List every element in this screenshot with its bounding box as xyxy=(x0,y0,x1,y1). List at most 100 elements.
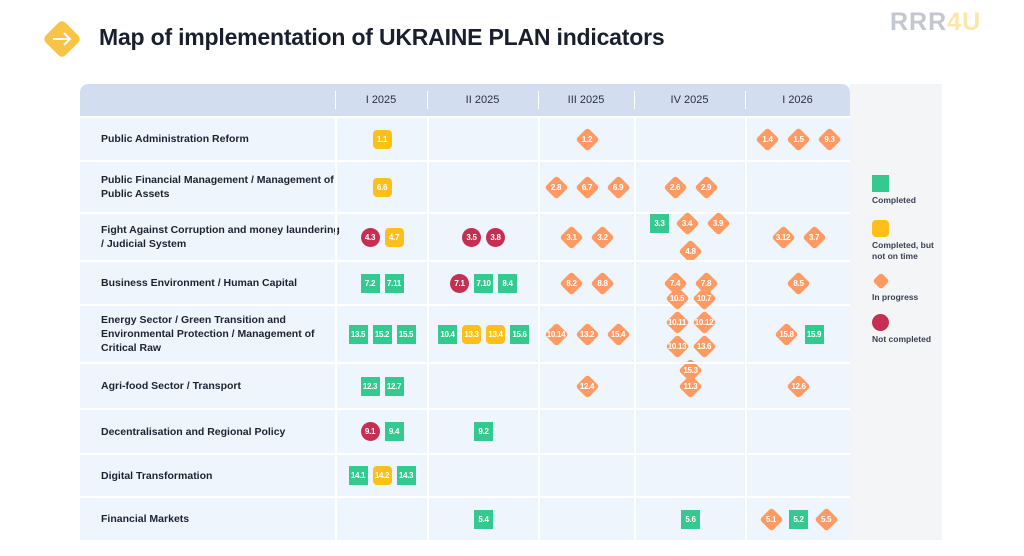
indicator-marker-progress[interactable]: 3.1 xyxy=(560,225,584,249)
indicator-marker-progress[interactable]: 2.9 xyxy=(694,175,718,199)
table-cell xyxy=(427,118,538,160)
indicator-marker-notdone[interactable]: 9.1 xyxy=(360,422,380,441)
table-cell: 2.8 6.7 6.9 xyxy=(538,162,634,212)
table-cell: 1.1 xyxy=(335,118,427,160)
indicator-marker-progress[interactable]: 8.5 xyxy=(787,271,811,295)
table-cell xyxy=(745,162,850,212)
indicator-marker-completed[interactable]: 15.5 xyxy=(396,324,416,344)
table-row: Energy Sector / Green Transition and Env… xyxy=(80,294,850,375)
indicator-marker-progress[interactable]: 15.4 xyxy=(606,322,630,346)
indicator-marker-late[interactable]: 13.3 xyxy=(462,324,481,344)
indicator-marker-progress[interactable]: 3.2 xyxy=(591,225,615,249)
indicator-marker-progress[interactable]: 15.3 xyxy=(679,358,703,382)
indicator-marker-completed[interactable]: 13.5 xyxy=(348,324,368,344)
indicator-marker-progress[interactable]: 10.12 xyxy=(692,310,716,334)
indicator-marker-progress[interactable]: 6.7 xyxy=(575,175,599,199)
table-cell xyxy=(634,455,745,496)
indicator-marker-progress[interactable]: 2.8 xyxy=(544,175,568,199)
indicator-marker-completed[interactable]: 5.6 xyxy=(681,509,700,529)
indicator-id: 10.13 xyxy=(667,341,687,351)
table-cell xyxy=(745,410,850,453)
indicator-marker-completed[interactable]: 12.3 xyxy=(360,376,380,396)
indicator-marker-completed[interactable]: 9.4 xyxy=(384,422,404,441)
indicator-marker-progress[interactable]: 12.4 xyxy=(575,374,599,398)
indicator-marker-progress[interactable]: 3.4 xyxy=(675,211,699,235)
indicator-id: 3.7 xyxy=(808,232,820,242)
indicator-marker-late[interactable]: 4.7 xyxy=(384,227,404,247)
indicator-marker-completed[interactable]: 14.3 xyxy=(396,466,416,485)
indicator-marker-progress[interactable]: 3.12 xyxy=(771,225,795,249)
table-cell xyxy=(427,364,538,408)
indicator-marker-completed[interactable]: 3.3 xyxy=(650,213,669,233)
indicator-marker-progress[interactable]: 1.5 xyxy=(787,127,811,151)
indicator-id: 1.5 xyxy=(793,134,804,144)
indicator-marker-progress[interactable]: 1.4 xyxy=(756,127,780,151)
indicator-marker-late[interactable]: 14.2 xyxy=(372,466,392,485)
indicator-id: 6.6 xyxy=(376,182,388,192)
indicator-marker-late[interactable]: 6.6 xyxy=(372,177,392,197)
table-cell: 10.14 13.2 15.4 xyxy=(538,306,634,362)
indicator-marker-completed[interactable]: 7.2 xyxy=(360,273,380,293)
indicator-id: 1.1 xyxy=(376,134,388,144)
indicator-marker-progress[interactable]: 4.8 xyxy=(679,239,703,263)
indicator-marker-progress[interactable]: 2.6 xyxy=(663,175,687,199)
indicator-marker-progress[interactable]: 6.9 xyxy=(606,175,630,199)
indicator-id: 5.1 xyxy=(765,514,777,524)
indicator-marker-completed[interactable]: 10.4 xyxy=(438,324,457,344)
indicator-id: 12.6 xyxy=(791,381,806,391)
row-label: Fight Against Corruption and money laund… xyxy=(101,224,340,250)
indicator-marker-notdone[interactable]: 7.1 xyxy=(450,273,469,293)
indicator-marker-completed[interactable]: 7.11 xyxy=(384,273,404,293)
indicator-marker-progress[interactable]: 5.5 xyxy=(814,507,838,531)
indicator-marker-notdone[interactable]: 3.5 xyxy=(462,227,481,247)
indicator-marker-progress[interactable]: 10.5 xyxy=(665,286,689,310)
indicator-marker-completed[interactable]: 14.1 xyxy=(348,466,368,485)
indicator-table: I 2025 II 2025 III 2025 IV 2025 I 2026 Publi… xyxy=(80,84,850,540)
indicator-marker-progress[interactable]: 1.2 xyxy=(575,127,599,151)
table-cell: 5.1 5.2 5.5 xyxy=(745,498,850,540)
indicator-marker-progress[interactable]: 10.13 xyxy=(665,334,689,358)
indicator-id: 14.2 xyxy=(374,471,390,480)
indicator-marker-progress[interactable]: 13.6 xyxy=(692,334,716,358)
indicator-marker-completed[interactable]: 15.6 xyxy=(510,324,529,344)
indicator-marker-progress[interactable]: 10.7 xyxy=(692,286,716,310)
indicator-marker-progress[interactable]: 7.4 xyxy=(663,271,687,295)
indicator-marker-progress[interactable]: 5.1 xyxy=(759,507,783,531)
indicator-marker-completed[interactable]: 7.10 xyxy=(474,273,493,293)
legend-label: Completed, but not on time xyxy=(872,240,934,261)
indicator-marker-notdone[interactable]: 3.8 xyxy=(486,227,505,247)
indicator-marker-completed[interactable]: 15.2 xyxy=(372,324,392,344)
table-cell: 3.1 3.2 xyxy=(538,214,634,260)
indicator-id: 15.9 xyxy=(806,329,822,339)
indicator-marker-completed[interactable]: 8.4 xyxy=(498,273,517,293)
indicator-marker-progress[interactable]: 12.6 xyxy=(787,374,811,398)
table-cell: 7.4 7.8 xyxy=(634,262,745,304)
table-row: Digital Transformation 14.1 14.2 14.3 xyxy=(80,453,850,496)
indicator-marker-progress[interactable]: 8.2 xyxy=(560,271,584,295)
table-header: I 2025 II 2025 III 2025 IV 2025 I 2026 xyxy=(80,84,850,116)
indicator-marker-completed[interactable]: 12.7 xyxy=(384,376,404,396)
indicator-marker-progress[interactable]: 10.11 xyxy=(665,310,689,334)
indicator-marker-late[interactable]: 13.4 xyxy=(486,324,505,344)
indicator-id: 1.4 xyxy=(762,134,773,144)
table-cell xyxy=(745,455,850,496)
indicator-marker-completed[interactable]: 9.2 xyxy=(474,422,493,441)
indicator-marker-progress[interactable]: 7.8 xyxy=(694,271,718,295)
indicator-marker-completed[interactable]: 15.9 xyxy=(804,324,824,344)
indicator-marker-completed[interactable]: 5.4 xyxy=(474,509,493,529)
indicator-marker-progress[interactable]: 9.3 xyxy=(818,127,842,151)
indicator-id: 10.5 xyxy=(669,293,685,303)
indicator-marker-progress[interactable]: 3.9 xyxy=(706,211,730,235)
table-cell: 3.12 3.7 xyxy=(745,214,850,260)
indicator-marker-notdone[interactable]: 4.3 xyxy=(360,227,380,247)
indicator-id: 7.10 xyxy=(476,278,491,288)
header-divider xyxy=(745,91,746,109)
indicator-marker-progress[interactable]: 8.8 xyxy=(591,271,615,295)
indicator-marker-progress[interactable]: 15.8 xyxy=(775,322,799,346)
indicator-marker-progress[interactable]: 11.3 xyxy=(679,374,703,398)
indicator-marker-progress[interactable]: 3.7 xyxy=(802,225,826,249)
indicator-marker-late[interactable]: 1.1 xyxy=(372,129,392,149)
indicator-marker-progress[interactable]: 13.2 xyxy=(575,322,599,346)
indicator-marker-completed[interactable]: 5.2 xyxy=(789,509,808,529)
indicator-marker-progress[interactable]: 10.14 xyxy=(544,322,568,346)
